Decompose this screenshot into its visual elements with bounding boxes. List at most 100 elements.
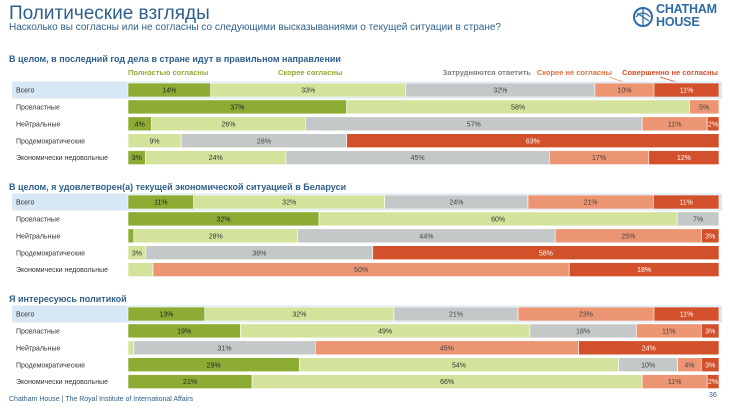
row-label: Продемократические [16, 138, 85, 145]
page-title: Политические взгляды [9, 3, 210, 24]
data-label: 17% [592, 155, 606, 162]
data-label: 19% [177, 329, 191, 336]
data-label: 24% [449, 200, 463, 207]
data-label: 13% [159, 312, 173, 319]
data-label: 21% [183, 379, 197, 386]
data-label: 28% [257, 138, 271, 145]
row-label: Провластные [16, 217, 60, 224]
data-label: 49% [378, 329, 392, 336]
footer: Chatham House | The Royal Institute of I… [9, 396, 193, 403]
data-label: 45% [411, 155, 425, 162]
bar-segment [706, 374, 720, 389]
data-label: 4% [135, 121, 145, 128]
data-label: 3% [705, 329, 715, 336]
data-label: 18% [637, 267, 651, 274]
chatham-house-logo [633, 7, 653, 27]
data-label: 44% [419, 233, 433, 240]
stacked-bar-chart: Полностью согласны Скорее согласны Затрудн… [9, 54, 722, 389]
data-label: 31% [218, 345, 232, 352]
data-label: 26% [221, 121, 235, 128]
row-label: Провластные [16, 105, 60, 112]
data-label: 32% [217, 217, 231, 224]
data-label: 33% [301, 88, 315, 95]
data-label: 11% [680, 312, 694, 319]
data-label: 58% [539, 250, 553, 257]
logo-line1: CHATHAM [656, 2, 717, 16]
footer-institute: The Royal Institute of International Aff… [65, 396, 194, 403]
data-label: 18% [576, 329, 590, 336]
bar-segment [127, 228, 135, 244]
bar-segment [372, 245, 720, 260]
bar-segment [653, 82, 720, 98]
data-label: 9% [150, 138, 160, 145]
data-label: 10% [641, 362, 655, 369]
data-label: 57% [467, 121, 481, 128]
row-label: Провластные [16, 329, 60, 336]
data-label: 11% [154, 200, 168, 207]
row-label: Нейтральные [16, 232, 60, 240]
data-label: 54% [452, 362, 466, 369]
legend-label-5: Совершенно не согласны [622, 68, 718, 77]
row-label: Экономически недовольные [16, 379, 108, 386]
row-label: Всего [16, 88, 34, 95]
data-label: 21% [584, 200, 598, 207]
panel-title-3: Я интересуюсь политикой [9, 294, 127, 304]
data-label: 14% [162, 88, 176, 95]
row-label: Нейтральные [16, 120, 60, 128]
legend-label-4: Скорее не согласны [537, 68, 612, 77]
data-label: 3% [132, 155, 142, 162]
logo-line2: HOUSE [656, 15, 700, 29]
bar-segment [701, 228, 720, 244]
data-label: 32% [493, 88, 507, 95]
data-label: 3% [132, 250, 142, 257]
bar-segment [127, 262, 154, 277]
footer-org: Chatham House [9, 396, 60, 403]
bar-segment [706, 116, 720, 132]
data-label: 23% [579, 312, 593, 319]
data-label: 37% [230, 105, 244, 112]
bar-segment [346, 133, 720, 148]
data-label: 3% [705, 362, 715, 369]
data-label: 11% [662, 329, 676, 336]
bar-segment [676, 211, 720, 227]
data-label: 32% [292, 312, 306, 319]
data-label: 38% [252, 250, 266, 257]
data-label: 11% [679, 200, 693, 207]
panel-title-1: В целом, в последний год дела в стране и… [9, 54, 341, 64]
legend-label-3: Затрудняются ответить [443, 68, 532, 77]
row-label: Всего [16, 312, 34, 319]
data-label: 3% [705, 233, 715, 240]
data-label: 21% [449, 312, 463, 319]
data-label: 60% [491, 217, 505, 224]
data-label: 11% [680, 88, 694, 95]
bar-segment [700, 323, 720, 339]
data-label: 28% [209, 233, 223, 240]
bar-segment [700, 357, 720, 373]
row-label: Продемократические [16, 362, 85, 369]
bar-segment [568, 262, 720, 277]
data-label: 45% [440, 345, 454, 352]
data-label: 63% [526, 138, 540, 145]
row-label: Экономически недовольные [16, 155, 108, 162]
row-label: Продемократические [16, 250, 85, 257]
data-label: 2% [708, 121, 718, 128]
data-label: 2% [708, 379, 718, 386]
data-label: 11% [668, 121, 682, 128]
data-label: 11% [668, 379, 682, 386]
bar-segment [689, 99, 720, 115]
bar-segment [578, 340, 720, 356]
data-label: 25% [621, 233, 635, 240]
page-number: 36 [709, 392, 717, 399]
bar-segment [127, 340, 135, 356]
data-label: 32% [282, 200, 296, 207]
data-label: 24% [642, 345, 656, 352]
panel-title-2: В целом, я удовлетворен(а) текущей эконо… [9, 182, 346, 192]
legend-label-2: Скорее согласны [278, 68, 342, 77]
data-label: 58% [511, 105, 525, 112]
row-label: Нейтральные [16, 344, 60, 352]
data-label: 50% [354, 267, 368, 274]
footer-separator: | [61, 396, 64, 403]
data-label: 29% [207, 362, 221, 369]
data-label: 10% [617, 88, 631, 95]
legend-label-1: Полностью согласны [128, 68, 208, 77]
